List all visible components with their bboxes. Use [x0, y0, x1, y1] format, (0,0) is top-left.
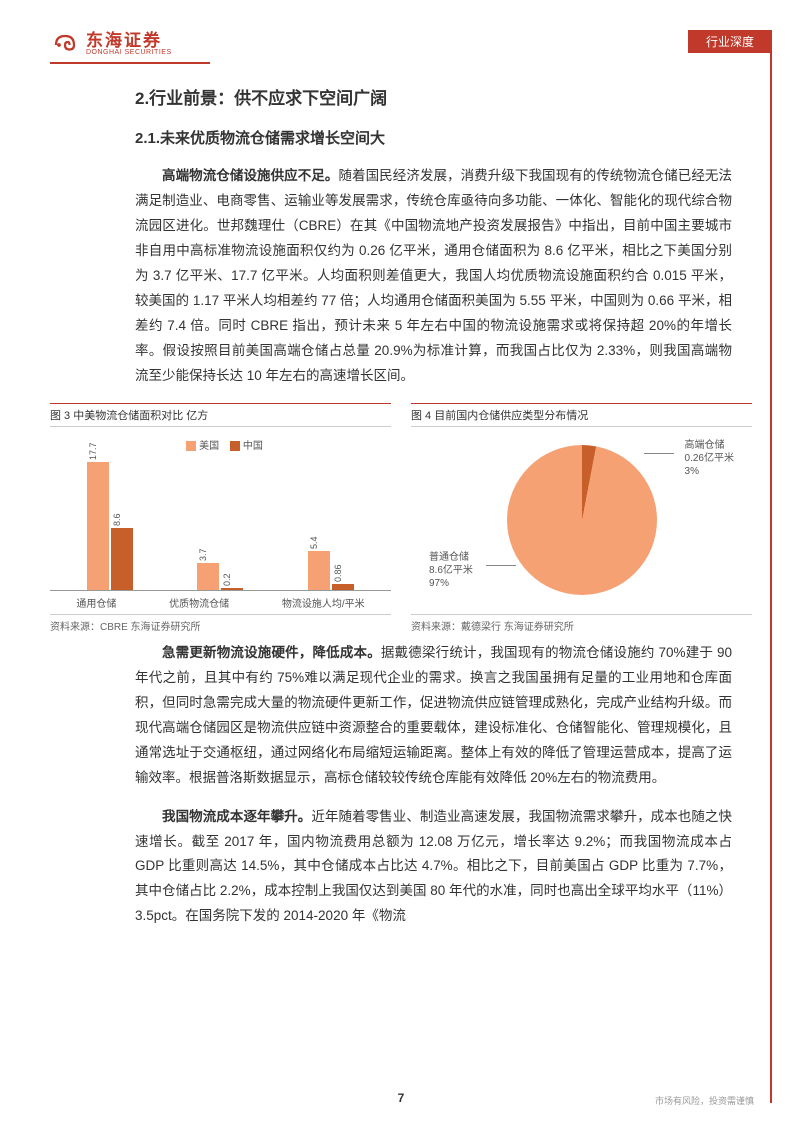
- para3-lead: 我国物流成本逐年攀升。: [162, 809, 311, 824]
- bar-group: 3.70.2: [197, 563, 243, 590]
- pie-label-small: 高端仓储 0.26亿平米 3%: [685, 439, 734, 478]
- bar-group: 5.40.86: [308, 551, 354, 590]
- bar-x-label: 物流设施人均/平米: [282, 595, 365, 610]
- para1-lead: 高端物流仓储设施供应不足。: [162, 168, 338, 183]
- logo-text-en: DONGHAI SECURITIES: [86, 49, 172, 57]
- legend-swatch-us: [186, 441, 196, 451]
- bar-chart-area: 17.78.63.70.25.40.86: [50, 456, 391, 591]
- bar-chart-title: 图 3 中美物流仓储面积对比 亿方: [50, 403, 391, 427]
- heading-2: 2.行业前景：供不应求下空间广阔: [135, 84, 732, 109]
- para2-lead: 急需更新物流设施硬件，降低成本。: [162, 645, 381, 660]
- pie-chart: 高端仓储 0.26亿平米 3% 普通仓储 8.6亿平米 97%: [411, 433, 752, 608]
- para1-body: 随着国民经济发展，消费升级下我国现有的传统物流仓储已经无法满足制造业、电商零售、…: [135, 168, 732, 383]
- bar-x-label: 通用仓储: [76, 595, 116, 610]
- bar-value-label: 0.2: [222, 574, 232, 587]
- pie-chart-title: 图 4 目前国内仓储供应类型分布情况: [411, 403, 752, 427]
- bar-us: 5.4: [308, 551, 330, 590]
- charts-row: 图 3 中美物流仓储面积对比 亿方 美国 中国 17.78.63.70.25.4…: [50, 403, 752, 633]
- bar-us: 17.7: [87, 462, 109, 590]
- bar-value-label: 17.7: [88, 442, 98, 460]
- pie-label-main: 普通仓储 8.6亿平米 97%: [429, 551, 473, 590]
- bar-value-label: 8.6: [112, 513, 122, 526]
- pie-callout-line: [644, 453, 674, 454]
- legend-label-cn: 中国: [243, 441, 263, 452]
- bar-cn: 0.86: [332, 584, 354, 590]
- logo-block: 东海证券 DONGHAI SECURITIES: [50, 30, 172, 60]
- pie-chart-source: 资料来源：戴德梁行 东海证券研究所: [411, 614, 752, 633]
- bar-cn: 0.2: [221, 588, 243, 589]
- paragraph-1: 高端物流仓储设施供应不足。随着国民经济发展，消费升级下我国现有的传统物流仓储已经…: [135, 164, 732, 389]
- header-category-badge: 行业深度: [688, 30, 772, 53]
- legend-label-us: 美国: [199, 441, 219, 452]
- bar-value-label: 0.86: [333, 564, 343, 582]
- pie-callout-line-2: [486, 565, 516, 566]
- bar-chart-x-labels: 通用仓储 优质物流仓储 物流设施人均/平米: [50, 591, 391, 610]
- company-logo-icon: [50, 30, 80, 60]
- bar-value-label: 5.4: [309, 536, 319, 549]
- bar-chart-source: 资料来源：CBRE 东海证券研究所: [50, 614, 391, 633]
- logo-text-cn: 东海证券: [86, 32, 172, 49]
- para3-body: 近年随着零售业、制造业高速发展，我国物流需求攀升，成本也随之快速增长。截至 20…: [135, 809, 732, 924]
- bar-chart-block: 图 3 中美物流仓储面积对比 亿方 美国 中国 17.78.63.70.25.4…: [50, 403, 391, 633]
- bar-cn: 8.6: [111, 528, 133, 590]
- paragraph-3: 我国物流成本逐年攀升。近年随着零售业、制造业高速发展，我国物流需求攀升，成本也随…: [135, 805, 732, 930]
- paragraph-2: 急需更新物流设施硬件，降低成本。据戴德梁行统计，我国现有的物流仓储设施约 70%…: [135, 641, 732, 791]
- pie-graphic: [507, 445, 657, 595]
- bar-chart: 美国 中国 17.78.63.70.25.40.86 通用仓储优质物流仓储物流设…: [50, 433, 391, 608]
- bar-us: 3.7: [197, 563, 219, 590]
- heading-3: 2.1.未来优质物流仓储需求增长空间大: [135, 127, 732, 148]
- page-header: 东海证券 DONGHAI SECURITIES 行业深度: [0, 0, 802, 60]
- bar-chart-legend: 美国 中国: [50, 437, 391, 452]
- legend-swatch-cn: [230, 441, 240, 451]
- para2-body: 据戴德梁行统计，我国现有的物流仓储设施约 70%建于 90 年代之前，且其中有约…: [135, 645, 732, 785]
- bar-x-label: 优质物流仓储: [169, 595, 229, 610]
- bar-group: 17.78.6: [87, 462, 133, 590]
- bar-value-label: 3.7: [198, 548, 208, 561]
- footer-disclaimer: 市场有风险，投资需谨慎: [655, 1094, 754, 1107]
- main-content: 2.行业前景：供不应求下空间广阔 2.1.未来优质物流仓储需求增长空间大 高端物…: [0, 64, 802, 929]
- page-right-border: [770, 30, 772, 1103]
- pie-chart-block: 图 4 目前国内仓储供应类型分布情况 高端仓储 0.26亿平米 3% 普通仓储 …: [411, 403, 752, 633]
